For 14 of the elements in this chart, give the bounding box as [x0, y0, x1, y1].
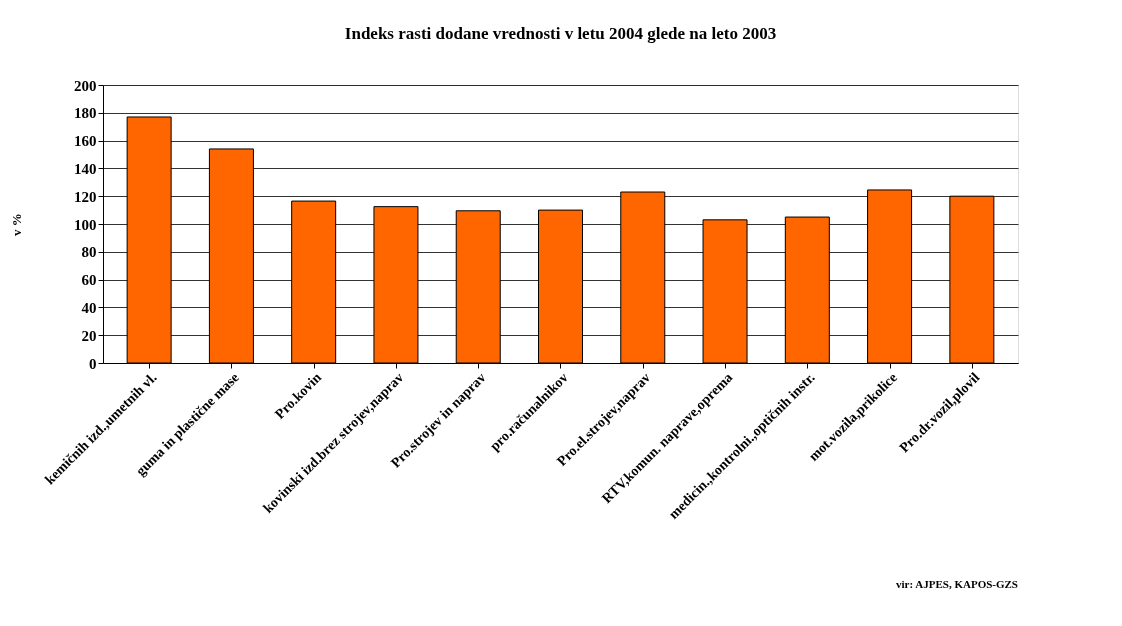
- y-tick-label: 120: [74, 188, 97, 205]
- text: vir: AJPES, KAPOS-GZS: [896, 578, 1018, 590]
- y-tick-label: 80: [81, 244, 97, 261]
- y-tick-label: 140: [74, 160, 97, 177]
- y-tick-label: 60: [81, 272, 97, 289]
- y-tick-label: 160: [74, 133, 97, 150]
- y-tick-label: 20: [81, 327, 97, 344]
- y-axis-title: v %: [9, 213, 24, 236]
- y-tick-label: 200: [74, 77, 97, 94]
- y-tick-label: 180: [74, 105, 97, 122]
- y-tick-label: 0: [89, 355, 97, 372]
- y-tick-label: 40: [81, 299, 97, 316]
- chart-title: Indeks rasti dodane vrednosti v letu 2004 glede na leto 2003: [344, 24, 777, 43]
- y-tick-label: 100: [74, 216, 97, 233]
